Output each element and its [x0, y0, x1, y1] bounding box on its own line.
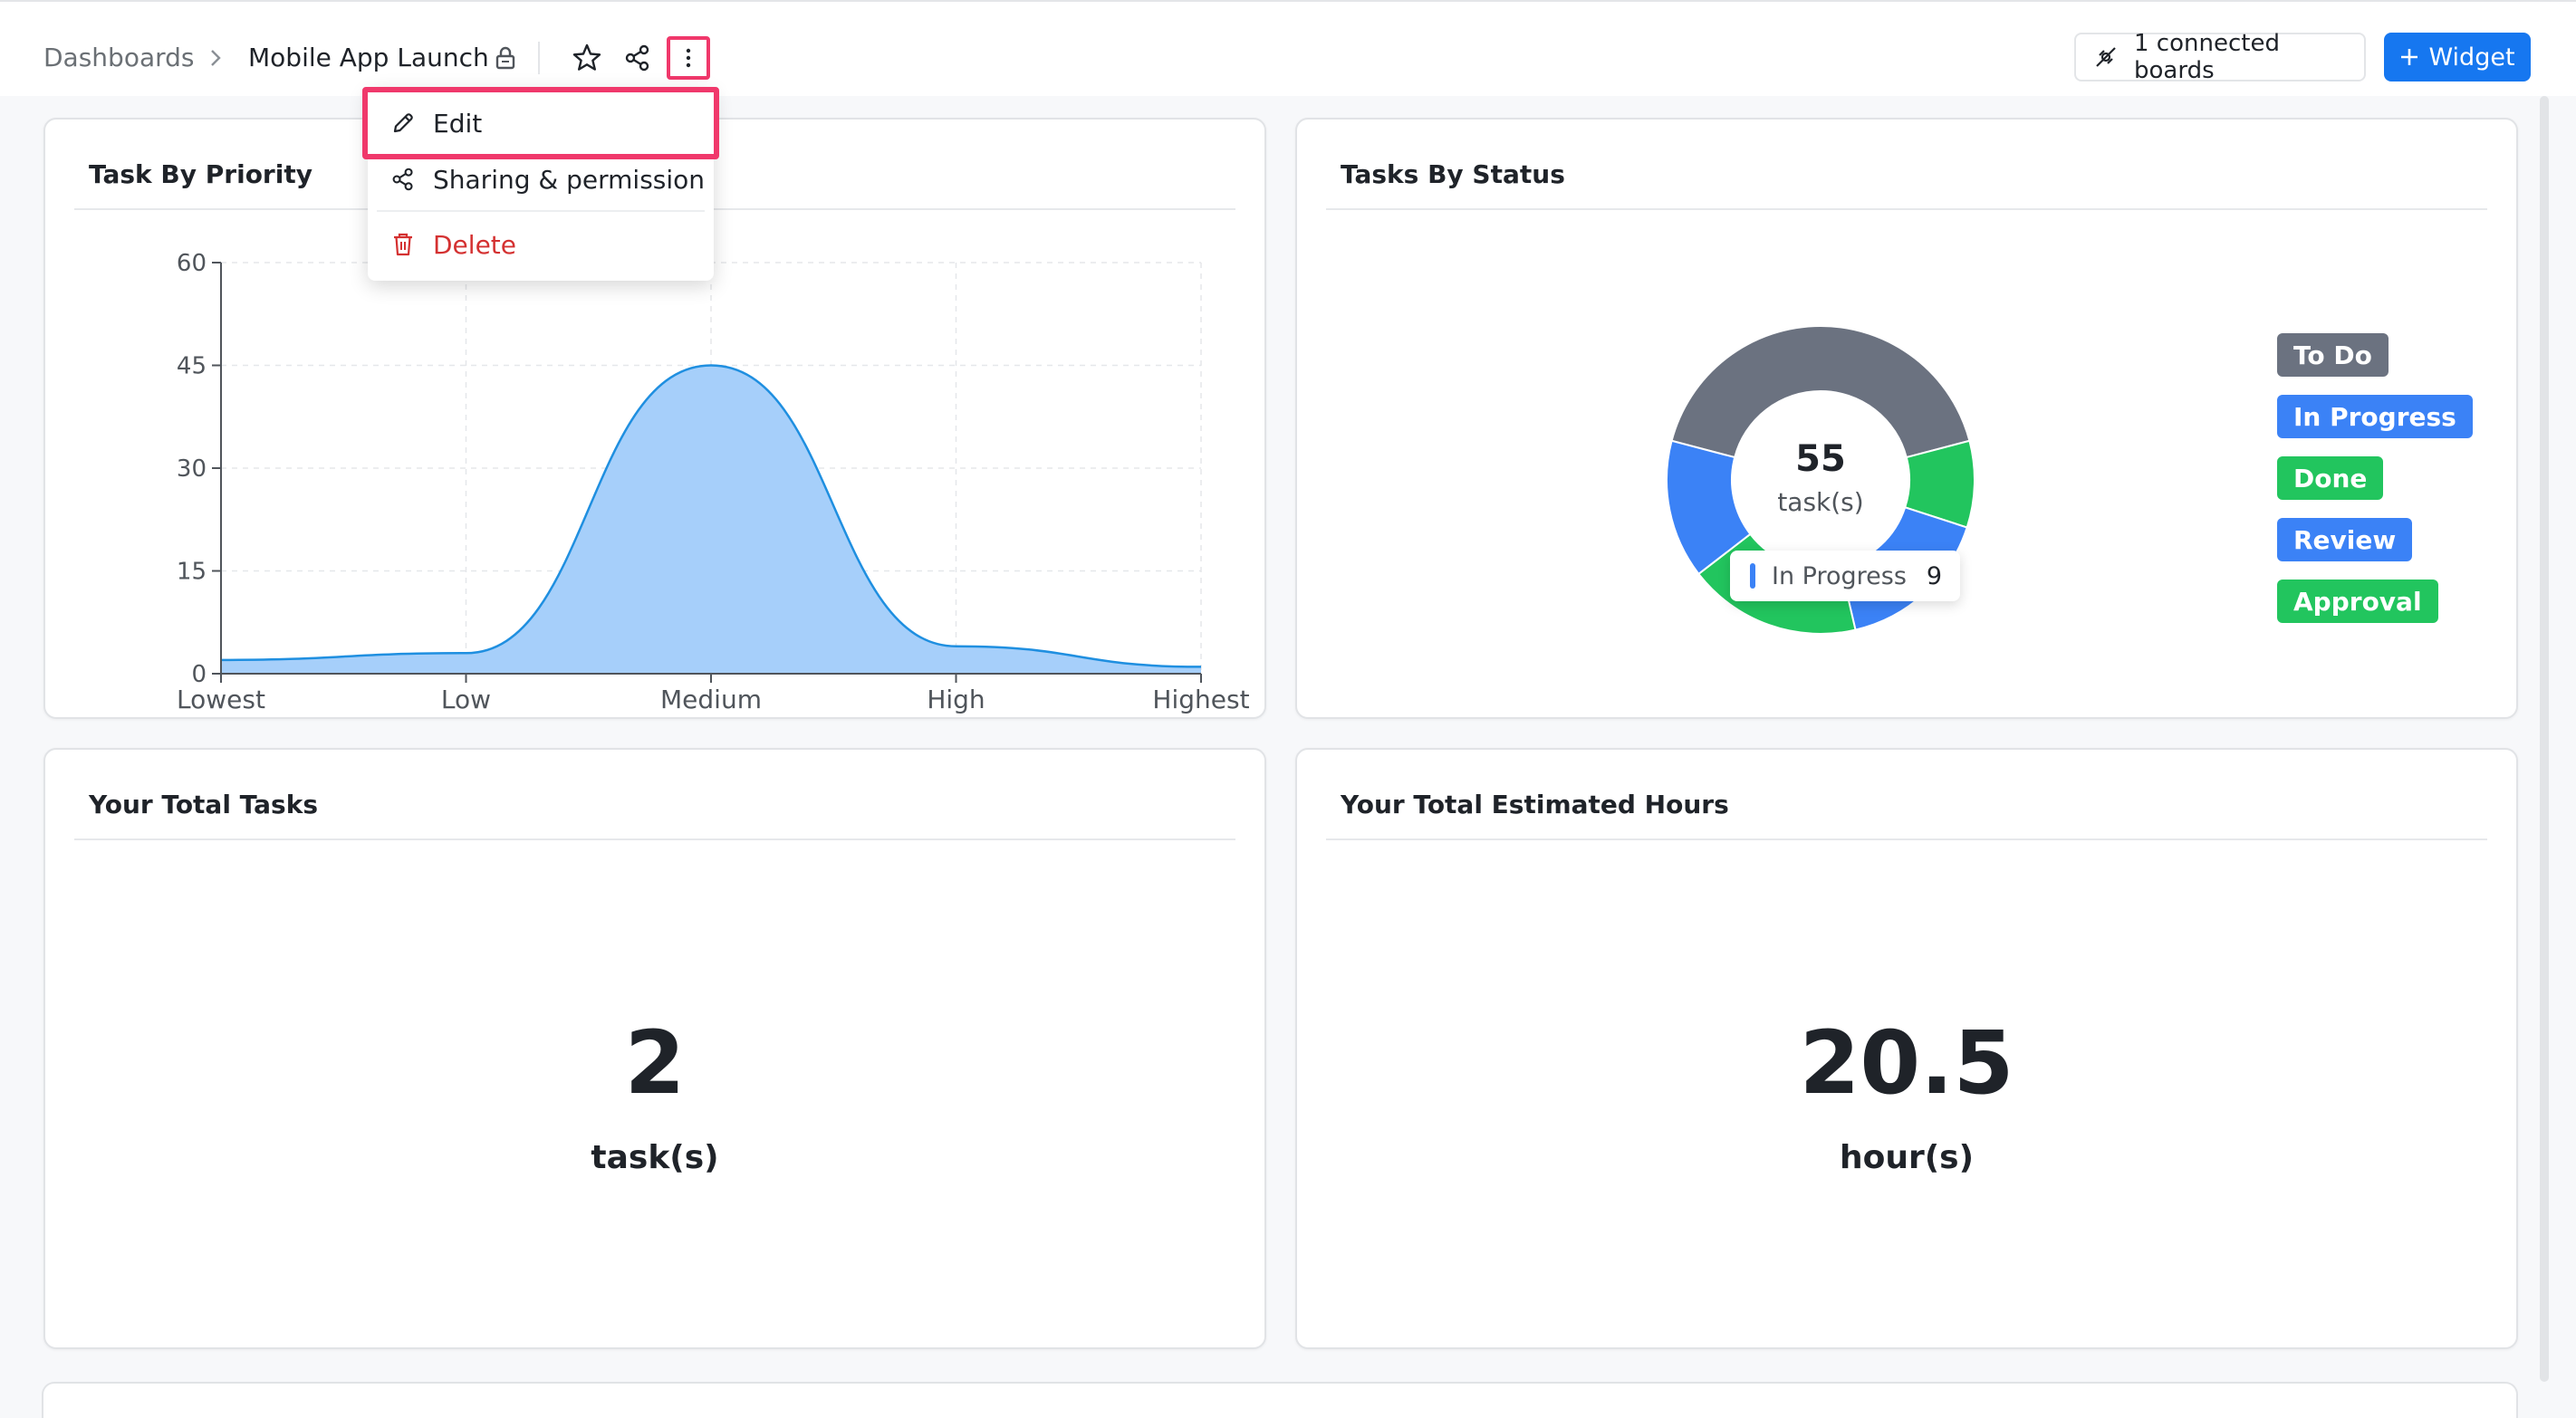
x-tick-label: Low	[441, 685, 491, 714]
chevron-right-icon	[211, 50, 221, 66]
donut-total: 55	[1795, 438, 1846, 480]
y-tick-label: 15	[177, 559, 207, 586]
total-hours-unit: hour(s)	[1839, 1139, 1975, 1176]
menu-item-sharing[interactable]: Sharing & permission	[368, 150, 714, 208]
total-hours-value: 20.5	[1799, 1012, 2014, 1114]
widget-divider	[74, 838, 1235, 840]
connection-icon	[2094, 45, 2118, 69]
x-tick-label: Lowest	[177, 685, 265, 714]
add-widget-label: Widget	[2428, 43, 2515, 72]
header-divider	[538, 42, 540, 74]
widget-title: Your Total Estimated Hours	[1341, 790, 1729, 819]
menu-item-label: Sharing & permission	[433, 164, 706, 195]
y-tick-label: 0	[191, 661, 207, 688]
pencil-icon	[391, 111, 415, 135]
widget-divider	[1326, 838, 2487, 840]
area-line	[220, 364, 1202, 668]
total-tasks-widget: Your Total Tasks 2 task(s)	[43, 748, 1266, 1349]
y-tick-label: 60	[177, 250, 207, 277]
widget-divider	[1326, 208, 2487, 210]
star-icon[interactable]	[569, 40, 605, 76]
trash-icon	[391, 232, 415, 257]
menu-divider	[377, 210, 705, 212]
legend-item-done[interactable]: Done	[2277, 456, 2384, 500]
more-options-button[interactable]	[667, 36, 710, 80]
total-tasks-value: 2	[624, 1012, 686, 1114]
x-tick-label: Highest	[1152, 685, 1249, 714]
page-title: Mobile App Launch	[248, 43, 489, 72]
add-widget-button[interactable]: Widget	[2384, 33, 2531, 81]
share-icon	[391, 168, 415, 191]
y-tick-label: 45	[177, 353, 207, 380]
more-vertical-icon	[686, 48, 691, 68]
more-options-menu: Edit Sharing & permission Delete	[362, 87, 719, 281]
widget-title: Your Total Tasks	[89, 790, 319, 819]
next-widget-edge	[42, 1382, 2518, 1418]
menu-item-edit[interactable]: Edit	[362, 87, 719, 159]
menu-item-delete[interactable]: Delete	[368, 216, 714, 273]
lock-icon[interactable]	[487, 40, 524, 76]
connected-boards-label: 1 connected boards	[2134, 30, 2280, 84]
legend-item-approval[interactable]: Approval	[2277, 580, 2438, 623]
priority-area-chart: 0 15 30 45 60 Lowest Low Medium High Highest	[177, 250, 1250, 714]
donut-total-unit: task(s)	[1777, 487, 1864, 517]
tooltip-value: 9	[1926, 561, 1943, 590]
page-scrollbar[interactable]	[2540, 96, 2549, 1382]
widget-title: Tasks By Status	[1341, 159, 1565, 189]
area-fill	[221, 365, 1201, 674]
total-hours-widget: Your Total Estimated Hours 20.5 hour(s)	[1295, 748, 2518, 1349]
legend-item-in-progress[interactable]: In Progress	[2277, 395, 2473, 438]
legend-item-to-do[interactable]: To Do	[2277, 333, 2389, 377]
top-bar: Dashboards Mobile App Launch	[0, 0, 2576, 96]
menu-item-label: Edit	[433, 108, 483, 139]
tooltip-color-marker	[1750, 563, 1755, 589]
chart-tooltip: In Progress 9	[1730, 551, 1960, 601]
legend-item-review[interactable]: Review	[2277, 518, 2413, 561]
menu-item-label: Delete	[433, 229, 516, 260]
y-tick-label: 30	[177, 455, 207, 483]
widget-title: Task By Priority	[89, 159, 312, 189]
x-tick-label: High	[927, 685, 985, 714]
share-icon[interactable]	[620, 40, 656, 76]
connected-boards-button[interactable]: 1 connected boards	[2074, 30, 2366, 84]
breadcrumb-dashboards[interactable]: Dashboards	[43, 43, 195, 72]
plus-icon	[2399, 47, 2419, 67]
tooltip-label: In Progress	[1772, 561, 1907, 590]
x-tick-label: Medium	[660, 685, 762, 714]
total-tasks-unit: task(s)	[591, 1139, 719, 1176]
